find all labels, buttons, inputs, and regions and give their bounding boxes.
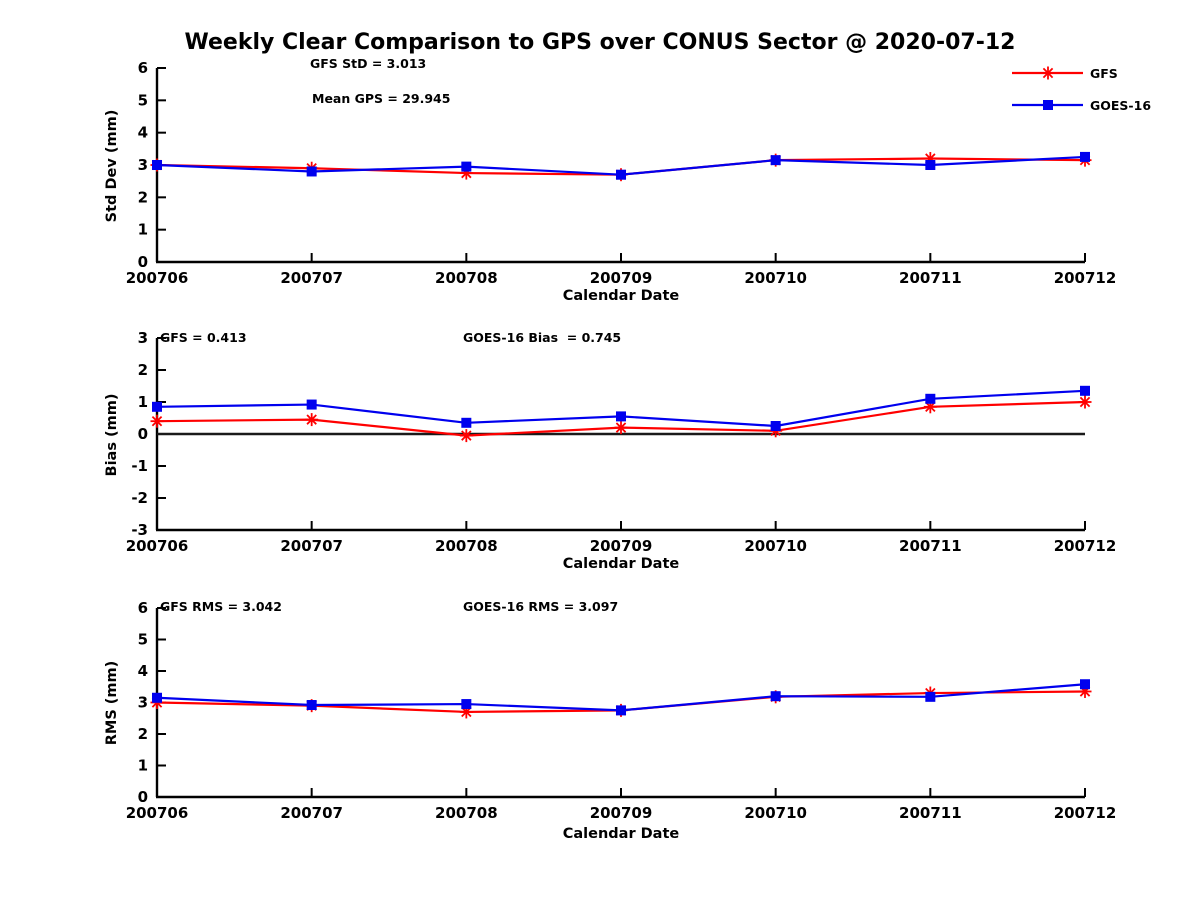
y-axis-label-bias: Bias (mm)	[104, 393, 120, 477]
y-tick-label: 2	[138, 188, 148, 206]
square-marker-icon	[1080, 385, 1090, 396]
asterisk-marker-icon	[461, 430, 472, 441]
square-marker-icon	[1043, 100, 1053, 110]
annotation-gfs-bias: GFS = 0.413	[160, 330, 247, 345]
x-tick-label: 200712	[1054, 804, 1117, 822]
square-marker-icon	[461, 161, 472, 172]
x-tick-label: 200711	[899, 537, 962, 555]
y-tick-label: 1	[138, 221, 148, 239]
y-tick-label: 4	[138, 124, 148, 142]
x-tick-label: 200710	[744, 269, 807, 287]
x-tick-label: 200708	[435, 537, 498, 555]
square-marker-icon	[925, 691, 936, 702]
x-tick-label: 200710	[744, 804, 807, 822]
series-goes-16	[152, 679, 1090, 716]
y-axis-label-rms: RMS (mm)	[104, 660, 120, 746]
x-tick-label: 200707	[280, 804, 343, 822]
x-tick-label: 200709	[590, 537, 653, 555]
square-marker-icon	[770, 155, 781, 166]
annotation-goes16-rms: GOES-16 RMS = 3.097	[463, 599, 619, 614]
square-marker-icon	[461, 699, 472, 710]
annotation-goes16-bias: GOES-16 Bias = 0.745	[463, 330, 622, 345]
annotation-gfs-rms: GFS RMS = 3.042	[160, 599, 282, 614]
asterisk-marker-icon	[151, 415, 163, 427]
asterisk-marker-icon	[1079, 396, 1091, 408]
y-tick-label: 0	[138, 425, 148, 443]
x-axis-label-panel2: Calendar Date	[562, 556, 680, 572]
x-axis-label-panel3: Calendar Date	[562, 826, 680, 842]
square-marker-icon	[306, 166, 317, 177]
x-tick-label: 200712	[1054, 537, 1117, 555]
x-tick-label: 200708	[435, 269, 498, 287]
square-marker-icon	[770, 691, 781, 702]
y-tick-label: 2	[138, 725, 148, 743]
x-tick-label: 200707	[280, 537, 343, 555]
square-marker-icon	[925, 393, 936, 404]
x-tick-label: 200708	[435, 804, 498, 822]
square-marker-icon	[461, 417, 472, 428]
x-axis-label-panel1: Calendar Date	[562, 288, 680, 304]
square-marker-icon	[306, 700, 317, 711]
y-tick-label: 6	[138, 599, 148, 617]
y-tick-label: 5	[138, 91, 148, 109]
series-goes-16	[152, 151, 1090, 180]
chart-title: Weekly Clear Comparison to GPS over CONU…	[184, 30, 1016, 55]
square-marker-icon	[152, 160, 162, 170]
legend-label-goes16: GOES-16	[1090, 98, 1152, 113]
y-tick-label: 3	[138, 694, 148, 712]
square-marker-icon	[925, 160, 936, 170]
y-tick-label: 2	[138, 361, 148, 379]
square-marker-icon	[616, 411, 626, 422]
square-marker-icon	[616, 169, 626, 180]
legend-item-gfs	[1012, 66, 1083, 80]
annotation-gfs-std: GFS StD = 3.013	[310, 56, 427, 71]
square-marker-icon	[770, 421, 781, 431]
asterisk-marker-icon	[306, 414, 317, 425]
square-marker-icon	[152, 401, 162, 412]
y-tick-label: 3	[138, 156, 148, 174]
y-tick-label: 6	[138, 59, 148, 77]
x-tick-label: 200706	[126, 537, 189, 555]
panel-1: 0 1 2 3 4 5 6 200706 200707 200708 200709 200710 200…	[126, 59, 1117, 287]
x-tick-label: 200712	[1054, 269, 1117, 287]
y-tick-label: 0	[138, 788, 148, 806]
y-tick-label: 3	[138, 329, 148, 347]
x-tick-label: 200711	[899, 269, 962, 287]
y-tick-label: -2	[131, 489, 148, 507]
square-marker-icon	[1080, 151, 1090, 162]
y-tick-label: 5	[138, 631, 148, 649]
series-goes-16	[152, 385, 1090, 431]
y-tick-label: -1	[131, 457, 148, 475]
annotation-mean-gps: Mean GPS = 29.945	[312, 91, 451, 106]
legend-item-goes-16	[1012, 100, 1083, 110]
x-tick-label: 200706	[126, 269, 189, 287]
x-tick-label: 200711	[899, 804, 962, 822]
y-tick-label: 1	[138, 757, 148, 775]
panel-3: 0 1 2 3 4 5 6 200706 200707 200708 200709 200710 200…	[126, 599, 1117, 822]
y-axis-label-stddev: Std Dev (mm)	[104, 109, 120, 223]
square-marker-icon	[152, 692, 162, 703]
square-marker-icon	[1080, 679, 1090, 690]
x-tick-label: 200707	[280, 269, 343, 287]
asterisk-marker-icon	[615, 422, 627, 433]
square-marker-icon	[616, 705, 626, 716]
x-tick-label: 200706	[126, 804, 189, 822]
legend-label-gfs: GFS	[1090, 66, 1118, 81]
x-tick-label: 200709	[590, 804, 653, 822]
y-tick-label: 1	[138, 393, 148, 411]
x-tick-label: 200710	[744, 537, 807, 555]
panel-2: -3 -2 -1 0 1 2 3 200706 200707 200708 200709 200710…	[126, 329, 1117, 555]
y-tick-label: -3	[131, 521, 148, 539]
square-marker-icon	[306, 399, 317, 410]
y-tick-label: 0	[138, 253, 148, 271]
asterisk-marker-icon	[1042, 67, 1054, 79]
y-tick-label: 4	[138, 662, 148, 680]
x-tick-label: 200709	[590, 269, 653, 287]
